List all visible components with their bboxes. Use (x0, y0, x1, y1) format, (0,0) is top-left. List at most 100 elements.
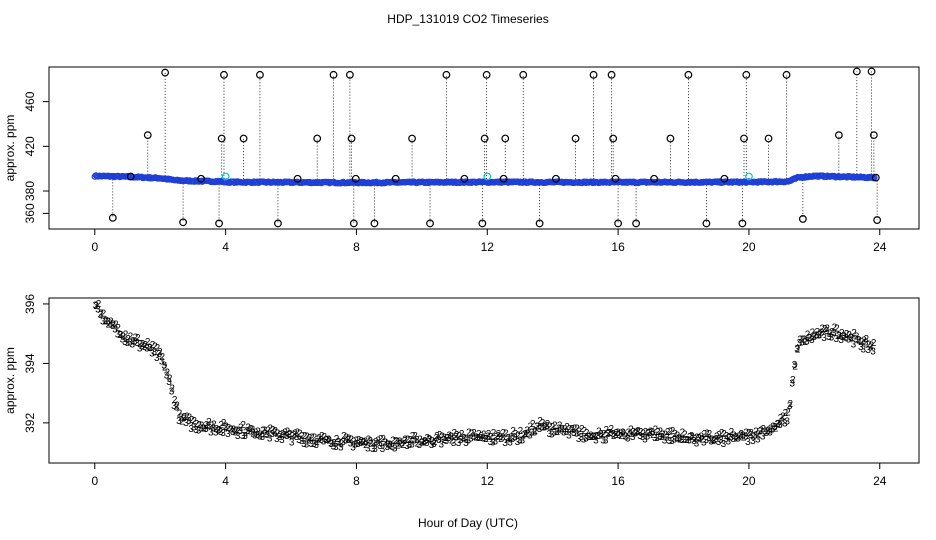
green-series-point: 2 (815, 327, 821, 338)
green-series-point: 2 (731, 430, 737, 441)
blue-series-point: 3 (284, 431, 290, 442)
blue-series-point: 3 (399, 439, 405, 450)
blue-series-point: 3 (608, 428, 614, 439)
top-panel: 0 4 8 12 16 20 24 360 380 420 460 approx. ppm (3, 66, 920, 254)
blue-series-point: 3 (851, 340, 857, 351)
blue-series-point: 3 (645, 432, 651, 443)
outlier-point (143, 131, 152, 140)
blue-series-point: 3 (701, 438, 707, 449)
green-series-point: 2 (672, 429, 678, 440)
outlier-point (442, 70, 451, 79)
blue-series-point: 3 (380, 444, 386, 455)
blue-series-point: 3 (159, 356, 165, 367)
blue-series-point: 3 (664, 432, 670, 443)
green-series-point: 2 (559, 424, 565, 435)
green-series-point: 2 (788, 399, 794, 410)
outlier-point (607, 70, 616, 79)
green-series-point: 2 (572, 424, 578, 435)
blue-series-point: 3 (218, 427, 224, 438)
blue-series-point: 3 (679, 435, 685, 446)
blue-series-point: 3 (505, 435, 511, 446)
green-series-point: 2 (574, 424, 580, 435)
green-series-point: 2 (287, 429, 293, 440)
blue-series-point: 3 (336, 437, 342, 448)
blue-series-point: 3 (348, 438, 354, 449)
outlier-point (347, 134, 356, 143)
blue-series-point: 3 (421, 437, 427, 448)
green-series-point: 2 (687, 432, 693, 443)
blue-series-point: 3 (286, 430, 292, 441)
green-series-point: 2 (866, 339, 872, 350)
green-series-point: 2 (383, 437, 389, 448)
blue-series-point: 3 (95, 305, 101, 316)
green-series-point: 2 (142, 340, 148, 351)
outlier-point (720, 174, 729, 183)
outlier-point (614, 219, 622, 228)
blue-series-point: 3 (519, 435, 525, 446)
blue-series-point: 3 (412, 436, 418, 447)
blue-series-point: 3 (120, 335, 126, 346)
blue-series-point: 3 (230, 427, 236, 438)
green-series-point: 2 (864, 334, 870, 345)
green-series-point: 2 (795, 344, 801, 355)
green-series-point: 2 (851, 328, 857, 339)
green-series-point: 2 (204, 420, 210, 431)
green-series-point: 2 (319, 431, 325, 442)
green-series-point: 2 (638, 427, 644, 438)
blue-series-point: 3 (264, 430, 270, 441)
green-series-point: 2 (554, 427, 560, 438)
green-series-point: 2 (770, 422, 776, 433)
blue-series-point: 3 (573, 429, 579, 440)
green-series-point: 2 (527, 422, 533, 433)
blue-series-point: 3 (824, 326, 830, 337)
blue-series-point: 3 (816, 331, 822, 342)
green-series-point: 2 (272, 426, 278, 437)
green-series-point: 2 (709, 434, 715, 445)
green-series-point: 2 (807, 333, 813, 344)
blue-series-point: 3 (294, 432, 300, 443)
outlier-point (179, 218, 187, 227)
outlier-point (256, 70, 264, 79)
blue-series-point: 3 (522, 430, 528, 441)
green-series-point: 2 (265, 425, 271, 436)
blue-series-point: 3 (716, 437, 722, 448)
blue-series-point: 3 (782, 419, 788, 430)
blue-series-point: 3 (316, 435, 322, 446)
outlier-point (499, 174, 508, 183)
blue-series-point: 3 (387, 439, 393, 450)
blue-series-point: 3 (426, 434, 432, 445)
green-series-point: 2 (397, 438, 403, 449)
green-series-point: 2 (277, 430, 283, 441)
blue-series-point: 3 (186, 416, 192, 427)
green-series-point: 2 (400, 440, 406, 451)
blue-series-point: 3 (161, 360, 167, 371)
blue-series-point: 3 (470, 431, 476, 442)
x-axis-label: Hour of Day (UTC) (418, 516, 518, 530)
outlier-point (867, 67, 876, 76)
blue-series-point: 3 (176, 416, 182, 427)
green-series-point: 2 (596, 427, 602, 438)
green-series-point: 2 (464, 435, 470, 446)
blue-series-point: 3 (431, 439, 437, 450)
green-series-point: 2 (829, 327, 835, 338)
blue-series-point: 3 (480, 434, 486, 445)
green-series-point: 2 (832, 323, 838, 334)
blue-series-point: 3 (792, 360, 798, 371)
green-series-point: 2 (734, 433, 740, 444)
blue-series-point: 3 (198, 424, 204, 435)
outlier-point (873, 216, 882, 224)
blue-series-point: 3 (728, 432, 734, 443)
blue-series-point: 3 (495, 431, 501, 442)
green-series-point: 2 (631, 427, 637, 438)
blue-series-point: 3 (730, 434, 736, 445)
green-series-point: 2 (228, 424, 234, 435)
green-series-point: 2 (665, 427, 671, 438)
green-series-point: 2 (670, 426, 676, 437)
green-series-point: 2 (113, 320, 119, 331)
blue-series-point: 3 (475, 433, 481, 444)
blue-series-point: 3 (473, 433, 479, 444)
green-series-point: 2 (790, 375, 796, 386)
blue-series-point: 3 (414, 435, 420, 446)
green-series-point: 2 (660, 430, 666, 441)
outlier-point (632, 219, 640, 228)
